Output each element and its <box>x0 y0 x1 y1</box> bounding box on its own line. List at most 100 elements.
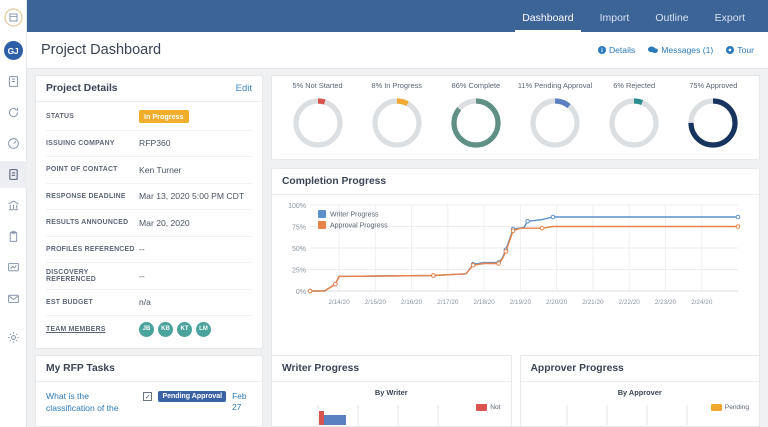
app-logo-icon[interactable] <box>0 4 27 31</box>
completion-progress-chart: 0% 25% 50% 75% 100% 2/14/20 2/15/20 2/16/20 2/17… <box>272 195 759 426</box>
my-rfp-tasks-header: My RFP Tasks <box>36 356 262 382</box>
svg-text:2/18/20: 2/18/20 <box>473 299 495 306</box>
writer-progress-mini-chart <box>317 405 439 425</box>
detail-row-status: STATUS In Progress <box>46 104 252 131</box>
detail-value: -- <box>139 244 145 255</box>
detail-row-results-announced: RESULTS ANNOUNCED Mar 20, 2020 <box>46 210 252 237</box>
line-chart-svg: 0% 25% 50% 75% 100% 2/14/20 2/15/20 2/16/20 2/17… <box>288 203 741 306</box>
avatar[interactable]: JB <box>139 321 154 337</box>
document-icon[interactable] <box>0 161 27 188</box>
svg-text:Approval Progress: Approval Progress <box>330 223 388 230</box>
writer-progress-subtitle: By Writer <box>374 388 408 397</box>
task-row[interactable]: What is the classification of the ✓ Pend… <box>36 382 262 414</box>
donut-cell: 11% Pending Approval <box>516 81 594 151</box>
project-details-body: STATUS In Progress ISSUING COMPANY RFP36… <box>36 102 262 348</box>
info-icon <box>597 46 606 54</box>
book-icon[interactable] <box>0 68 27 95</box>
tour-label: Tour <box>737 45 754 55</box>
clock-icon[interactable] <box>0 99 27 126</box>
messages-button[interactable]: Messages (1) <box>648 45 713 55</box>
donut-label: 6% Rejected <box>613 81 656 90</box>
my-rfp-tasks-card: My RFP Tasks What is the classification … <box>35 355 263 427</box>
project-details-header: Project Details Edit <box>36 76 262 102</box>
nav-tab-export[interactable]: Export <box>714 12 745 24</box>
left-column: Project Details Edit STATUS In Progress … <box>35 75 263 427</box>
detail-row-team-members: TEAM MEMBERS JB KB KT LM <box>46 316 252 343</box>
detail-value: RFP360 <box>139 138 171 149</box>
detail-row-issuing-company: ISSUING COMPANY RFP360 <box>46 131 252 157</box>
details-button[interactable]: Details <box>597 45 636 55</box>
detail-value: Ken Turner <box>139 164 182 175</box>
writer-progress-header: Writer Progress <box>272 356 511 382</box>
detail-row-profiles-referenced: PROFILES REFERENCED -- <box>46 237 252 263</box>
svg-text:0%: 0% <box>296 289 306 296</box>
donut-label: 5% Not Started <box>292 81 343 90</box>
approver-progress-header: Approver Progress <box>520 356 759 382</box>
play-circle-icon <box>726 46 735 54</box>
writer-progress-title: Writer Progress <box>282 363 360 374</box>
gear-icon[interactable] <box>0 324 27 351</box>
task-status-badge: Pending Approval <box>158 391 227 402</box>
mail-icon[interactable] <box>0 285 27 312</box>
detail-label: ISSUING COMPANY <box>46 139 115 147</box>
legend-swatch <box>476 404 488 411</box>
chart-icon[interactable] <box>0 254 27 281</box>
bottom-row: My RFP Tasks What is the classification … <box>35 355 760 427</box>
svg-text:2/24/20: 2/24/20 <box>691 299 713 306</box>
nav-tab-outline[interactable]: Outline <box>655 12 689 24</box>
task-checkbox[interactable]: ✓ <box>143 392 153 401</box>
status-donuts-row: 5% Not Started 8% In Progress 86% Complete… <box>278 81 753 151</box>
nav-tab-dashboard[interactable]: Dashboard <box>509 12 586 32</box>
messages-label: Messages (1) <box>661 45 714 55</box>
bank-icon[interactable] <box>0 192 27 219</box>
detail-label[interactable]: TEAM MEMBERS <box>46 325 106 333</box>
task-date: Feb 27 <box>232 391 247 412</box>
user-avatar[interactable]: GJ <box>0 37 27 64</box>
detail-label: RESPONSE DEADLINE <box>46 192 126 200</box>
task-text[interactable]: What is the classification of the <box>46 391 119 413</box>
avatar[interactable]: LM <box>196 321 211 337</box>
donut-cell: 86% Complete <box>437 81 515 151</box>
svg-text:Writer Progress: Writer Progress <box>330 212 379 219</box>
detail-label: RESULTS ANNOUNCED <box>46 219 129 227</box>
details-label: Details <box>608 45 636 55</box>
donut-chart <box>688 98 738 148</box>
svg-text:2/20/20: 2/20/20 <box>546 299 568 306</box>
legend-swatch <box>710 404 722 411</box>
donut-label: 75% Approved <box>689 81 738 90</box>
project-details-card: Project Details Edit STATUS In Progress … <box>35 75 263 349</box>
avatar[interactable]: KT <box>177 321 192 337</box>
detail-label: PROFILES REFERENCED <box>46 245 135 253</box>
completion-progress-header: Completion Progress <box>272 169 759 195</box>
detail-row-point-of-contact: POINT OF CONTACT Ken Turner <box>46 157 252 184</box>
svg-text:2/22/20: 2/22/20 <box>619 299 641 306</box>
svg-text:2/17/20: 2/17/20 <box>437 299 459 306</box>
team-member-avatars: JB KB KT LM <box>139 321 211 337</box>
edit-button[interactable]: Edit <box>235 83 252 94</box>
chat-icon <box>648 46 659 54</box>
writer-progress-legend: Not <box>476 404 501 411</box>
completion-progress-title: Completion Progress <box>282 176 387 187</box>
avatar[interactable]: KB <box>158 321 173 337</box>
donut-chart <box>451 98 501 148</box>
detail-label: STATUS <box>46 113 75 121</box>
clipboard-icon[interactable] <box>0 223 27 250</box>
approver-progress-title: Approver Progress <box>530 363 624 374</box>
donut-label: 8% In Progress <box>371 81 422 90</box>
donut-chart <box>372 98 422 148</box>
nav-tab-import[interactable]: Import <box>599 12 630 24</box>
detail-value: n/a <box>139 297 151 308</box>
gauge-icon[interactable] <box>0 130 27 157</box>
donut-chart <box>609 98 659 148</box>
tour-button[interactable]: Tour <box>726 45 754 55</box>
detail-value: Mar 20, 2020 <box>139 217 190 228</box>
approver-progress-subtitle: By Approver <box>617 388 662 397</box>
status-badge: In Progress <box>139 110 189 124</box>
detail-row-discovery-referenced: DISCOVERY REFERENCED -- <box>46 263 252 290</box>
svg-text:2/21/20: 2/21/20 <box>582 299 604 306</box>
page-title: Project Dashboard <box>41 42 162 58</box>
donut-label: 86% Complete <box>451 81 501 90</box>
approver-progress-card: Approver Progress By Approver Pending <box>519 355 760 427</box>
svg-text:2/15/20: 2/15/20 <box>365 299 387 306</box>
approver-progress-mini-chart <box>566 405 688 425</box>
